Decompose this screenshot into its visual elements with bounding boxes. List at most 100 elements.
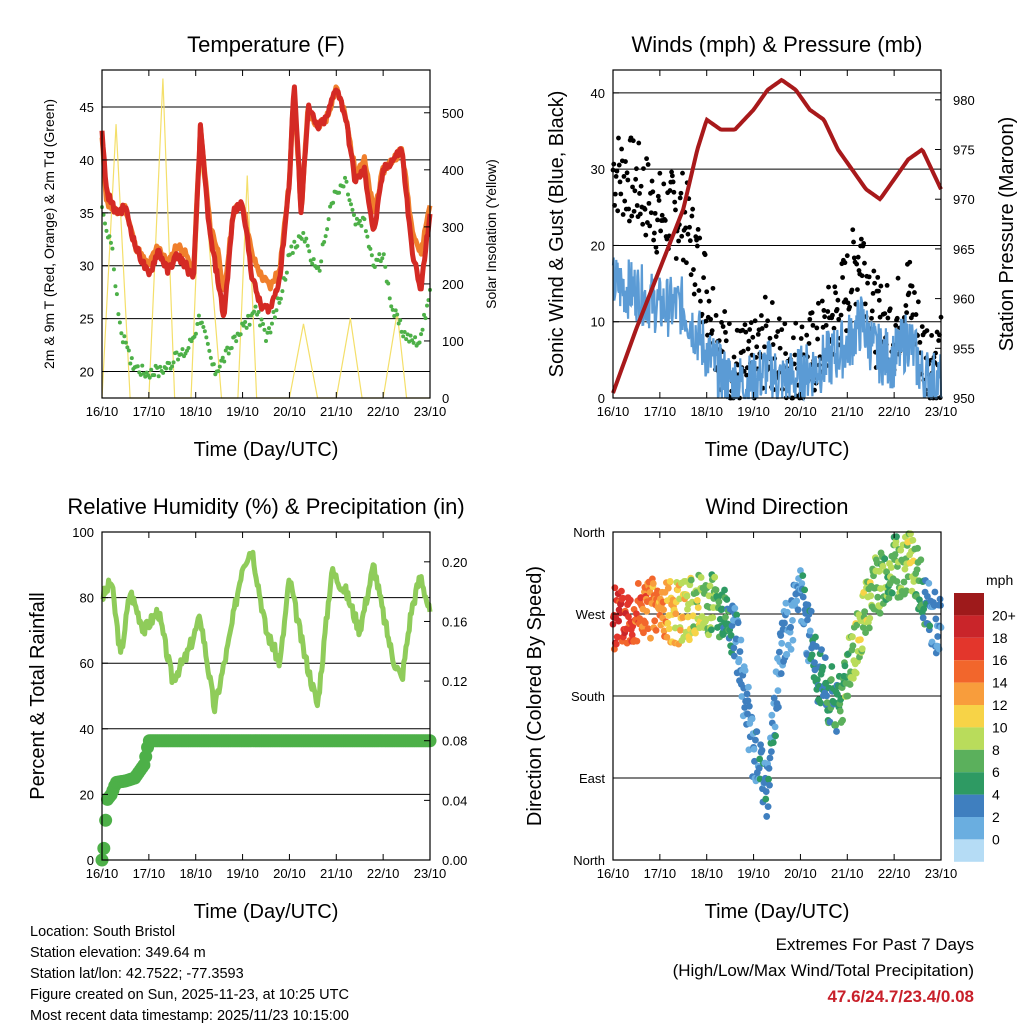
direction-point — [888, 589, 896, 597]
dewpoint-point — [174, 350, 179, 355]
dewpoint-point — [176, 357, 181, 362]
dewpoint-point — [395, 312, 400, 317]
direction-point — [793, 597, 801, 605]
dewpoint-point — [264, 339, 268, 344]
direction-point — [683, 592, 691, 600]
legend-swatch — [954, 727, 984, 750]
gust-point — [704, 289, 710, 295]
dewpoint-point — [302, 239, 307, 244]
direction-point — [777, 670, 785, 677]
direction-point — [697, 574, 705, 581]
direction-point — [728, 622, 736, 630]
gust-point — [858, 236, 864, 242]
gust-point — [854, 261, 860, 267]
gust-point — [877, 314, 883, 320]
direction-point — [919, 614, 927, 622]
dewpoint-point — [161, 370, 166, 375]
dewpoint-point — [350, 207, 355, 212]
y-axis-label: Direction (Colored By Speed) — [524, 566, 546, 826]
direction-point — [931, 588, 939, 596]
dewpoint-point — [108, 240, 113, 245]
dewpoint-point — [119, 331, 124, 336]
gust-point — [819, 298, 825, 304]
dewpoint-point — [275, 296, 280, 301]
gust-point — [680, 170, 685, 176]
gust-point — [627, 218, 632, 224]
direction-point — [932, 615, 940, 623]
dewpoint-point — [325, 227, 330, 232]
gust-point — [659, 212, 665, 218]
gust-point — [793, 320, 799, 326]
dewpoint-point — [125, 345, 130, 350]
direction-point — [771, 723, 779, 731]
dewpoint-point — [170, 364, 175, 369]
direction-point — [751, 757, 758, 765]
y2-tick-label: 0.00 — [442, 853, 467, 868]
dewpoint-point — [114, 292, 119, 297]
dewpoint-point — [295, 244, 300, 249]
gust-point — [611, 161, 617, 167]
gust-point — [821, 308, 827, 313]
gust-point — [658, 228, 664, 234]
created-text: Figure created on Sun, 2025-11-23, at 10… — [30, 987, 349, 1003]
direction-point — [647, 634, 654, 642]
gust-point — [653, 244, 659, 250]
direction-point — [891, 551, 899, 558]
recent-data-text: Most recent data timestamp: 2025/11/23 1… — [30, 1008, 349, 1024]
direction-point — [672, 610, 680, 618]
gust-point — [676, 238, 681, 244]
direction-point — [640, 629, 647, 637]
y2-tick-label: 0.12 — [442, 674, 467, 689]
gust-point — [625, 177, 631, 183]
gust-point — [909, 283, 915, 289]
dewpoint-point — [126, 348, 131, 353]
dewpoint-point — [222, 359, 227, 364]
x-tick-label: 21/10 — [320, 404, 353, 419]
gust-point — [872, 280, 878, 286]
direction-point — [663, 633, 671, 641]
gust-point — [696, 288, 702, 293]
gust-point — [917, 339, 923, 345]
gust-point — [706, 298, 712, 304]
gust-point — [882, 311, 888, 316]
direction-point — [839, 716, 846, 724]
x-tick-label: 19/10 — [226, 866, 259, 881]
dewpoint-point — [346, 192, 350, 197]
x-tick-label: 20/10 — [273, 866, 306, 881]
direction-point — [885, 594, 893, 602]
gust-point — [876, 297, 882, 303]
x-axis-label: Time (Day/UTC) — [194, 901, 339, 923]
y2-tick-label: 960 — [953, 292, 975, 307]
dewpoint-point — [274, 308, 279, 313]
gust-point — [621, 174, 627, 179]
dewpoint-point — [387, 296, 392, 301]
dewpoint-point — [363, 229, 368, 234]
gust-point — [634, 203, 640, 208]
gust-point — [630, 184, 635, 190]
x-tick-label: 22/10 — [367, 866, 400, 881]
dewpoint-point — [359, 223, 364, 228]
dewpoint-point — [362, 217, 367, 222]
gust-point — [630, 138, 636, 144]
direction-point — [883, 568, 891, 576]
direction-point — [757, 741, 764, 749]
direction-point — [664, 619, 672, 627]
direction-point — [858, 645, 866, 653]
dewpoint-point — [283, 277, 288, 282]
gust-point — [632, 188, 638, 194]
dewpoint-point — [196, 313, 201, 318]
direction-point — [628, 631, 636, 639]
direction-point — [902, 587, 910, 595]
gust-point — [929, 333, 935, 338]
gust-point — [683, 225, 689, 231]
gust-point — [726, 321, 732, 327]
direction-point — [651, 617, 659, 625]
direction-point — [823, 699, 831, 707]
dewpoint-point — [322, 239, 327, 244]
y-tick-label: 35 — [80, 206, 94, 221]
dewpoint-point — [244, 325, 249, 330]
direction-point — [797, 567, 804, 574]
direction-point — [745, 683, 752, 691]
x-tick-label: 22/10 — [878, 866, 911, 881]
x-tick-label: 23/10 — [925, 404, 958, 419]
